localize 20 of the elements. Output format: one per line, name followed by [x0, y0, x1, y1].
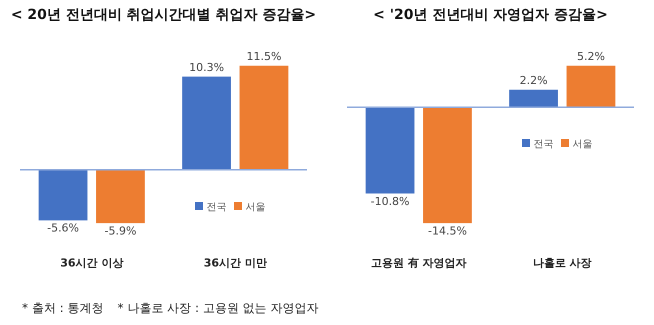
text: * 나홀로 사장 : 고용원 없는 자영업자 [118, 300, 318, 317]
legend-label: 서울 [571, 138, 592, 152]
x-tick-label: 나홀로 사장 [532, 256, 592, 270]
text: * 출처 : 통계청 [22, 300, 104, 317]
chart-title: < '20년 전년대비 자영업자 증감율> [372, 6, 609, 24]
data-label: -14.5% [428, 224, 467, 238]
data-label: 10.3% [189, 60, 224, 74]
data-label: -5.9% [104, 224, 136, 238]
data-label: 11.5% [246, 50, 282, 64]
chart-title: < 20년 전년대비 취업시간대별 취업자 증감율> [10, 6, 318, 24]
data-label: 2.2% [520, 74, 548, 88]
x-tick-label: 36시간 미만 [204, 256, 267, 270]
data-label: -10.8% [370, 194, 410, 208]
x-tick-label: 36시간 이상 [60, 256, 124, 270]
legend-label: 전국 [532, 138, 554, 152]
data-label: 5.2% [576, 50, 605, 64]
x-tick-label: 고용원 有 자영업자 [370, 256, 467, 270]
data-label: -5.6% [47, 222, 80, 235]
legend-label: 전국 [205, 200, 226, 214]
legend-label: 서울 [244, 200, 266, 214]
